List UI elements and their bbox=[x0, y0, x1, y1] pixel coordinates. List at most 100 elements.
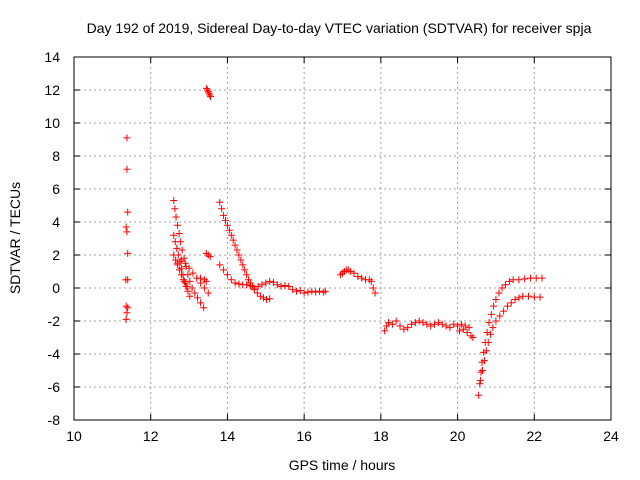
data-point bbox=[220, 266, 228, 274]
data-point bbox=[177, 271, 185, 279]
data-point bbox=[122, 223, 130, 231]
x-tick-label: 20 bbox=[450, 428, 466, 444]
data-point bbox=[477, 368, 485, 376]
data-point bbox=[225, 226, 233, 234]
data-point bbox=[498, 284, 506, 292]
data-point bbox=[371, 289, 379, 297]
data-point bbox=[231, 241, 239, 249]
data-point bbox=[492, 317, 500, 325]
data-point bbox=[281, 282, 289, 290]
data-point bbox=[227, 276, 235, 284]
data-point bbox=[200, 284, 208, 292]
data-point bbox=[194, 294, 202, 302]
data-point bbox=[177, 264, 185, 272]
data-point bbox=[124, 276, 132, 284]
data-point bbox=[369, 284, 377, 292]
data-point bbox=[202, 249, 210, 257]
data-point bbox=[262, 279, 270, 287]
data-point bbox=[180, 277, 188, 285]
data-point bbox=[235, 251, 243, 259]
data-point bbox=[123, 228, 131, 236]
x-tick-label: 16 bbox=[296, 428, 312, 444]
series-descent-13.8h bbox=[216, 198, 274, 304]
data-point bbox=[502, 281, 510, 289]
x-tick-label: 22 bbox=[526, 428, 542, 444]
data-point bbox=[503, 302, 511, 310]
y-tick-label: 2 bbox=[52, 247, 60, 263]
series-track-14h-16.5h bbox=[216, 261, 329, 297]
data-point bbox=[123, 309, 131, 317]
data-point bbox=[490, 302, 498, 310]
data-point bbox=[383, 322, 391, 330]
data-point bbox=[536, 293, 544, 301]
data-point bbox=[259, 294, 267, 302]
series-arc-d bbox=[174, 256, 212, 297]
data-point bbox=[170, 231, 178, 239]
data-point bbox=[354, 272, 362, 280]
data-point bbox=[171, 205, 179, 213]
data-point bbox=[273, 281, 281, 289]
data-point bbox=[205, 89, 213, 97]
data-point bbox=[182, 263, 190, 271]
data-point bbox=[538, 274, 546, 282]
data-point bbox=[480, 357, 488, 365]
data-point bbox=[170, 197, 178, 205]
y-tick-label: -2 bbox=[48, 313, 61, 329]
data-point bbox=[404, 324, 412, 332]
data-points bbox=[122, 84, 546, 399]
data-point bbox=[492, 296, 500, 304]
data-point bbox=[200, 276, 208, 284]
data-point bbox=[515, 294, 523, 302]
data-point bbox=[476, 380, 484, 388]
data-point bbox=[392, 317, 400, 325]
data-point bbox=[183, 282, 191, 290]
data-point bbox=[191, 289, 199, 297]
chart-title: Day 192 of 2019, Sidereal Day-to-day VTE… bbox=[87, 20, 592, 36]
data-point bbox=[312, 288, 320, 296]
data-point bbox=[256, 292, 264, 300]
data-point bbox=[350, 269, 358, 277]
data-point bbox=[346, 268, 354, 275]
data-point bbox=[202, 277, 210, 285]
data-point bbox=[344, 266, 352, 274]
data-point bbox=[124, 249, 132, 257]
data-point bbox=[469, 334, 477, 341]
data-point bbox=[253, 289, 261, 297]
data-point bbox=[446, 324, 454, 332]
data-point bbox=[400, 325, 408, 333]
data-point bbox=[292, 287, 300, 295]
data-point bbox=[197, 299, 205, 307]
data-point bbox=[489, 324, 497, 332]
data-point bbox=[175, 266, 183, 274]
series-isolated-11.4h bbox=[122, 134, 132, 323]
data-point bbox=[339, 269, 346, 277]
data-point bbox=[206, 253, 214, 261]
y-tick-label: 10 bbox=[44, 115, 60, 131]
data-point bbox=[381, 327, 389, 335]
data-point bbox=[123, 165, 131, 173]
data-point bbox=[484, 338, 492, 346]
data-point bbox=[289, 286, 297, 294]
data-point bbox=[455, 327, 463, 335]
data-point bbox=[181, 259, 189, 267]
data-point bbox=[223, 271, 231, 279]
data-point bbox=[411, 319, 419, 327]
data-point bbox=[358, 274, 366, 282]
data-point bbox=[496, 312, 504, 320]
data-point bbox=[442, 322, 450, 330]
data-point bbox=[177, 256, 185, 264]
data-point bbox=[216, 198, 224, 206]
data-point bbox=[263, 296, 271, 304]
data-point bbox=[184, 287, 192, 295]
data-point bbox=[266, 295, 274, 303]
data-point bbox=[186, 292, 194, 300]
data-point bbox=[388, 320, 396, 328]
data-point bbox=[269, 278, 277, 286]
data-point bbox=[197, 279, 205, 287]
data-point bbox=[254, 282, 262, 290]
x-tick-label: 24 bbox=[603, 428, 619, 444]
data-point bbox=[218, 205, 226, 213]
data-point bbox=[479, 367, 487, 374]
data-point bbox=[319, 288, 327, 296]
